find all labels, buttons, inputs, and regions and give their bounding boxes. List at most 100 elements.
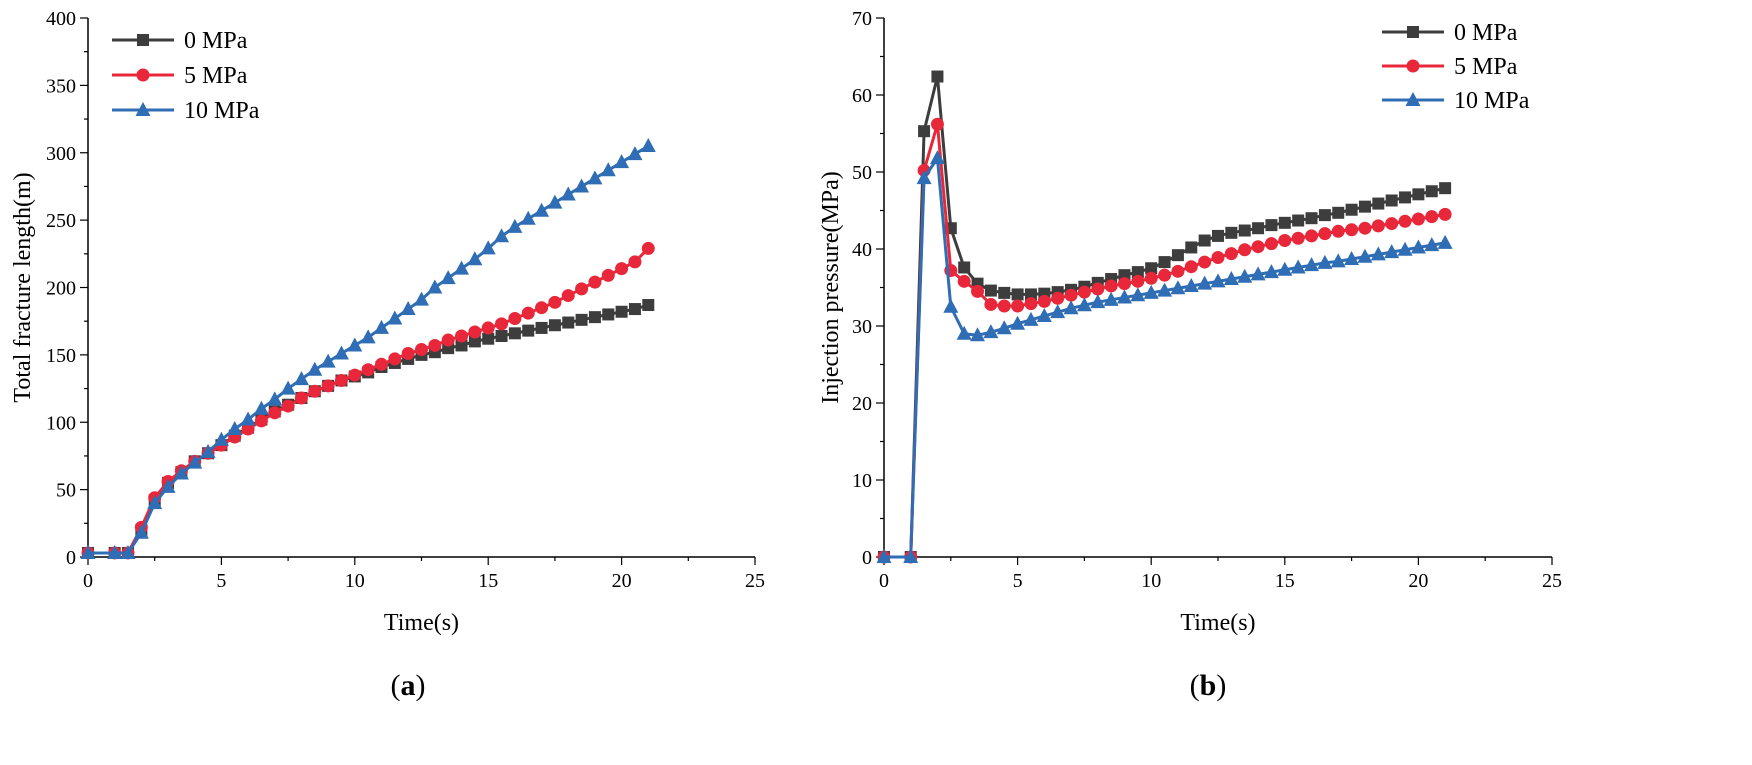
data-point [481,321,495,335]
data-point [1398,214,1412,228]
data-point [400,301,416,316]
data-point [361,363,375,377]
data-point [1385,194,1398,207]
data-point [1117,277,1131,291]
data-point [387,310,403,325]
data-point [1265,219,1278,232]
data-point [241,422,255,436]
y-tick-label: 300 [46,143,76,165]
data-point [254,414,268,428]
data-point [507,218,523,233]
data-point [1439,182,1452,195]
data-point [1372,197,1385,210]
y-tick-label: 50 [56,480,76,502]
data-point [562,316,575,329]
data-point [1212,229,1224,242]
data-point [997,299,1011,313]
data-point [293,371,309,386]
series-line [884,156,1446,559]
data-point [1345,203,1358,216]
legend-marker [1407,26,1419,38]
data-point [1171,249,1184,262]
data-point [1158,268,1172,282]
data-point [627,146,643,161]
data-point [307,361,323,376]
x-tick-label: 0 [83,570,93,592]
data-point [931,70,944,83]
data-point [495,317,509,331]
series-line [884,122,1446,559]
data-point [957,274,971,288]
data-point [1050,304,1066,319]
data-point [1077,285,1091,299]
data-point [1438,207,1452,221]
y-tick-label: 200 [46,278,76,300]
data-point [547,194,563,209]
data-point [1437,234,1453,249]
data-point [1424,237,1440,252]
data-point [1224,247,1238,261]
data-point [173,465,189,480]
data-point [320,353,336,368]
data-point [147,495,163,510]
data-point [388,352,402,366]
data-point [575,282,589,296]
y-tick-label: 30 [852,316,872,338]
y-tick-label: 250 [46,210,76,232]
x-tick-label: 10 [1141,570,1161,592]
data-point [534,202,550,217]
data-point [561,289,575,303]
x-tick-label: 20 [1408,570,1428,592]
data-point [1412,188,1425,201]
data-point [1024,297,1038,311]
data-point [548,319,561,332]
data-point [374,357,388,371]
x-axis-label: Time(s) [1180,610,1255,636]
data-point [508,311,522,325]
data-point [1091,282,1105,296]
x-tick-label: 15 [478,570,498,592]
data-point [334,373,348,387]
data-point [1425,185,1438,198]
y-tick-label: 350 [46,75,76,97]
data-point [428,338,442,352]
data-point [213,431,229,446]
data-point [628,255,642,269]
data-point [1197,275,1213,290]
data-point [160,478,176,493]
data-point [414,291,429,306]
legend-label: 10 MPa [1454,88,1530,114]
data-point [187,454,203,469]
data-point [1064,288,1078,302]
data-point [575,313,588,326]
data-point [1317,254,1333,269]
legend-label: 5 MPa [184,63,248,89]
data-point [1410,239,1426,254]
panel-label: (a) [391,669,426,702]
data-point [1385,217,1399,231]
data-point [494,228,510,243]
data-point [600,162,616,177]
data-point [1183,277,1199,292]
legend-label: 0 MPa [1454,20,1518,46]
data-point [588,311,601,324]
x-tick-label: 0 [879,570,889,592]
data-point [535,321,548,334]
data-point [615,262,629,276]
data-point [1090,294,1106,309]
data-point [1076,297,1092,312]
data-point [1144,271,1158,285]
data-point [1397,241,1413,256]
data-point [1145,262,1158,275]
data-point [1063,300,1079,315]
data-point [1330,253,1346,268]
x-tick-label: 10 [345,570,365,592]
data-point [641,241,655,255]
data-point [1223,271,1239,286]
data-point [1399,191,1412,204]
data-point [1331,224,1345,238]
data-point [280,380,296,395]
data-point [1250,266,1266,281]
data-point [971,284,985,298]
data-point [480,240,496,255]
